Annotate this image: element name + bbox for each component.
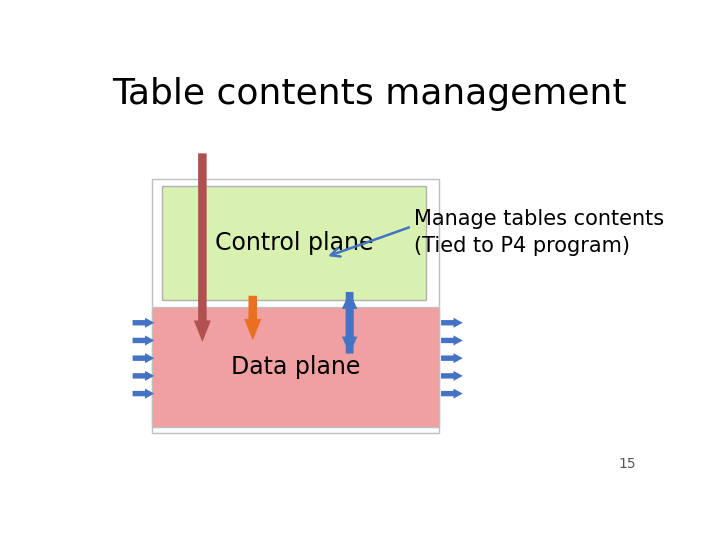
FancyArrow shape <box>194 153 211 342</box>
Text: Manage tables contents: Manage tables contents <box>414 209 664 229</box>
Bar <box>152 179 438 433</box>
Text: Table contents management: Table contents management <box>112 77 626 111</box>
FancyArrow shape <box>132 371 154 381</box>
FancyArrow shape <box>342 292 357 354</box>
FancyArrow shape <box>132 353 154 363</box>
FancyArrow shape <box>132 389 154 399</box>
FancyArrow shape <box>132 335 154 346</box>
FancyArrow shape <box>441 353 463 363</box>
Text: Data plane: Data plane <box>230 355 360 379</box>
FancyArrow shape <box>132 318 154 328</box>
Text: Control plane: Control plane <box>215 232 373 255</box>
Text: 15: 15 <box>618 457 636 471</box>
Bar <box>162 186 426 300</box>
Bar <box>152 307 438 427</box>
FancyArrow shape <box>441 389 463 399</box>
FancyArrow shape <box>441 318 463 328</box>
FancyArrow shape <box>244 296 261 340</box>
FancyArrow shape <box>441 371 463 381</box>
FancyArrow shape <box>342 292 357 354</box>
Text: (Tied to P4 program): (Tied to P4 program) <box>414 236 630 256</box>
FancyArrow shape <box>441 335 463 346</box>
